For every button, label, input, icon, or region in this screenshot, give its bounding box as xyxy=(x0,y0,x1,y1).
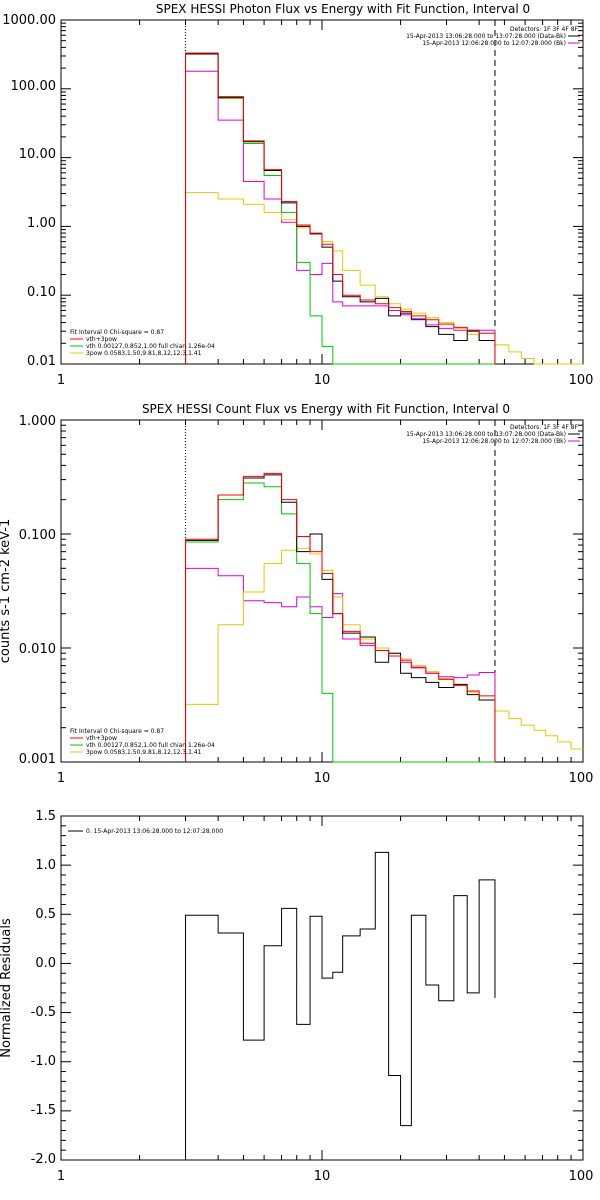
residuals-xtick-label: 1 xyxy=(57,1169,65,1184)
count-flux-vth-3pow-line xyxy=(185,472,496,762)
count-flux-info-box: Detectors: 1F 3F 4F 8F 15-Apr-2013 13:06… xyxy=(406,424,580,445)
count-flux-ytick-label: 0.100 xyxy=(19,528,56,543)
photon-flux-ytick-label: 1000.00 xyxy=(2,13,56,28)
photon-flux-info-box: Detectors: 1F 3F 4F 8F 15-Apr-2013 13:06… xyxy=(406,26,580,47)
count-flux-ytick-label: 1.000 xyxy=(19,414,56,429)
count-flux-detectors-label: Detectors: 1F 3F 4F 8F xyxy=(510,424,579,431)
count-flux-3pow-line-extension xyxy=(494,710,583,750)
count-flux-xtick-label: 1 xyxy=(57,771,65,786)
residuals-xtick-label: 100 xyxy=(569,1169,594,1184)
photon-flux-panel: SPEX HESSI Photon Flux vs Energy with Fi… xyxy=(2,2,593,388)
residuals-panel: -2.0 -1.5 -1.0 -0.5 0.0 0.5 1.0 1.5 1 10… xyxy=(0,809,593,1184)
photon-flux-ticks xyxy=(60,19,584,365)
residuals-ytick-label: 0.5 xyxy=(35,907,56,922)
count-flux-ytick-label: 0.010 xyxy=(19,642,56,657)
photon-flux-data-bk-label: 15-Apr-2013 13:06:28.000 to 13:07:28.000… xyxy=(406,33,566,40)
count-flux-fit-3pow-label: 3pow 0.0583,1.50,9.81,8.12,12.3,1.41 xyxy=(86,749,202,756)
photon-flux-title: SPEX HESSI Photon Flux vs Energy with Fi… xyxy=(156,2,530,16)
photon-flux-xtick-label: 1 xyxy=(57,373,65,388)
photon-flux-ytick-label: 0.01 xyxy=(27,354,56,369)
residuals-ticks xyxy=(60,815,584,1161)
photon-flux-plot-frame xyxy=(60,19,584,365)
count-flux-3pow-line xyxy=(185,547,496,762)
residuals-legend: 0. 15-Apr-2013 13:06:28.000 to 12:07:28.… xyxy=(68,828,223,835)
photon-flux-xtick-labels: 1 10 100 xyxy=(57,373,594,388)
photon-flux-vth-3pow-line xyxy=(185,52,496,364)
residuals-xtick-labels: 1 10 100 xyxy=(57,1169,594,1184)
residuals-ytick-label: -1.0 xyxy=(31,1054,56,1069)
count-flux-title: SPEX HESSI Count Flux vs Energy with Fit… xyxy=(142,402,510,416)
photon-flux-ytick-label: 1.00 xyxy=(27,216,56,231)
photon-flux-ytick-label: 10.00 xyxy=(19,147,56,162)
count-flux-xtick-label: 10 xyxy=(314,771,331,786)
count-flux-xtick-labels: 1 10 100 xyxy=(57,771,594,786)
count-flux-fit-total-label: vth+3pow xyxy=(86,735,117,742)
residuals-ytick-label: -2.0 xyxy=(31,1152,56,1167)
photon-flux-bk-label: 15-Apr-2013 12:06:28.000 to 12:07:28.000… xyxy=(422,40,566,47)
residuals-ytick-label: 0.0 xyxy=(35,956,56,971)
residuals-xtick-label: 10 xyxy=(314,1169,331,1184)
photon-flux-fit-total-label: vth+3pow xyxy=(86,336,117,343)
photon-flux-ytick-labels: 0.01 0.10 1.00 10.00 100.00 1000.00 xyxy=(2,13,56,369)
count-flux-ytick-labels: 0.001 0.010 0.100 1.000 xyxy=(19,414,56,767)
photon-flux-fit-legend: Fit Interval 0 Chi-square = 0.87 vth+3po… xyxy=(70,329,215,357)
count-flux-bk-label: 15-Apr-2013 12:06:28.000 to 12:07:28.000… xyxy=(422,438,566,445)
photon-flux-vlines xyxy=(185,20,496,364)
residuals-ytick-label: -1.5 xyxy=(31,1103,56,1118)
count-flux-ylabel: counts s-1 cm-2 keV-1 xyxy=(0,519,13,664)
residuals-ylabel: Normalized Residuals xyxy=(0,918,14,1058)
photon-flux-fit-3pow-label: 3pow 0.0583,1.50,9.81,8.12,12.3,1.41 xyxy=(86,350,202,357)
count-flux-ytick-label: 0.001 xyxy=(19,752,56,767)
count-flux-fit-header: Fit Interval 0 Chi-square = 0.87 xyxy=(70,728,164,735)
count-flux-fit-legend: Fit Interval 0 Chi-square = 0.87 vth+3po… xyxy=(70,728,215,756)
photon-flux-ytick-label: 100.00 xyxy=(11,79,57,94)
residuals-series xyxy=(185,851,496,1160)
residuals-0-15-apr-2013-13-06-28-000-to-12-07-28-000-line xyxy=(185,851,496,1160)
photon-flux-ytick-label: 0.10 xyxy=(27,285,56,300)
count-flux-series xyxy=(185,472,583,763)
photon-flux-data-bk-line xyxy=(185,53,496,364)
photon-flux-fit-vth-label: vth 0.00127,0.852,1.00 full chian 1.26e-… xyxy=(86,343,215,350)
residuals-legend-label: 0. 15-Apr-2013 13:06:28.000 to 12:07:28.… xyxy=(86,828,223,835)
count-flux-vlines xyxy=(185,420,496,762)
residuals-ytick-label: -0.5 xyxy=(31,1005,56,1020)
photon-flux-3pow-line xyxy=(185,192,496,364)
photon-flux-3pow-line-extension xyxy=(494,344,583,365)
residuals-ytick-label: 1.0 xyxy=(35,858,56,873)
photon-flux-series xyxy=(185,52,583,365)
photon-flux-detectors-label: Detectors: 1F 3F 4F 8F xyxy=(510,26,579,33)
photon-flux-bk-line xyxy=(185,70,496,364)
photon-flux-fit-header: Fit Interval 0 Chi-square = 0.87 xyxy=(70,329,164,336)
residuals-ytick-labels: -2.0 -1.5 -1.0 -0.5 0.0 0.5 1.0 1.5 xyxy=(31,809,56,1167)
residuals-ytick-label: 1.5 xyxy=(35,809,56,824)
count-flux-vth-line xyxy=(185,482,495,763)
count-flux-ticks xyxy=(60,419,584,763)
count-flux-panel: SPEX HESSI Count Flux vs Energy with Fit… xyxy=(0,402,593,786)
photon-flux-xtick-label: 10 xyxy=(314,373,331,388)
count-flux-data-bk-line xyxy=(185,474,496,762)
count-flux-fit-vth-label: vth 0.00127,0.852,1.00 full chian 1.26e-… xyxy=(86,742,215,749)
count-flux-xtick-label: 100 xyxy=(569,771,594,786)
count-flux-data-bk-label: 15-Apr-2013 13:06:28.000 to 13:07:28.000… xyxy=(406,431,566,438)
photon-flux-xtick-label: 100 xyxy=(569,373,594,388)
photon-flux-vth-line xyxy=(185,52,495,365)
residuals-plot-frame xyxy=(60,815,584,1161)
